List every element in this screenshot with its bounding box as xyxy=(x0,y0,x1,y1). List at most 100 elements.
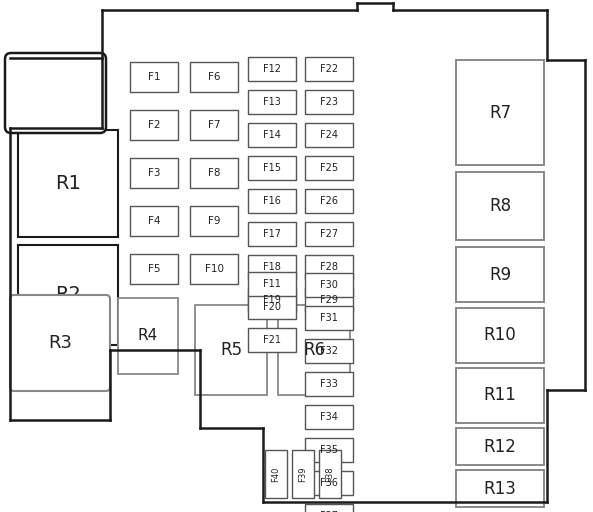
Bar xyxy=(18,245,118,345)
Bar xyxy=(248,272,296,296)
Bar xyxy=(305,222,353,246)
Bar xyxy=(456,172,544,240)
Bar xyxy=(18,130,118,237)
Bar xyxy=(195,305,267,395)
Bar xyxy=(190,110,238,140)
Bar xyxy=(305,57,353,81)
Bar xyxy=(305,156,353,180)
Text: F34: F34 xyxy=(320,412,338,422)
Text: F25: F25 xyxy=(320,163,338,173)
Text: F8: F8 xyxy=(208,168,220,178)
Text: R8: R8 xyxy=(489,197,511,215)
Text: F22: F22 xyxy=(320,64,338,74)
Text: F36: F36 xyxy=(320,478,338,488)
Bar xyxy=(248,255,296,279)
Bar xyxy=(248,222,296,246)
Bar xyxy=(456,60,544,165)
Text: F9: F9 xyxy=(208,216,220,226)
Text: F33: F33 xyxy=(320,379,338,389)
Text: F23: F23 xyxy=(320,97,338,107)
FancyBboxPatch shape xyxy=(5,53,106,133)
Text: F6: F6 xyxy=(208,72,220,82)
Bar xyxy=(248,189,296,213)
Text: R13: R13 xyxy=(483,480,517,498)
Text: F10: F10 xyxy=(205,264,224,274)
Bar xyxy=(305,255,353,279)
Bar xyxy=(456,428,544,465)
Bar xyxy=(130,110,178,140)
Text: F7: F7 xyxy=(208,120,220,130)
Text: F40: F40 xyxy=(272,466,280,482)
Text: F17: F17 xyxy=(263,229,281,239)
Bar xyxy=(278,305,350,395)
Bar xyxy=(456,308,544,363)
Bar xyxy=(305,189,353,213)
Bar xyxy=(305,405,353,429)
Bar xyxy=(305,339,353,363)
Bar xyxy=(305,306,353,330)
Text: F35: F35 xyxy=(320,445,338,455)
Text: R10: R10 xyxy=(484,327,517,345)
Bar xyxy=(305,273,353,297)
Bar xyxy=(248,57,296,81)
Text: R11: R11 xyxy=(483,387,517,404)
Bar xyxy=(305,504,353,512)
Text: F39: F39 xyxy=(298,466,308,482)
Bar xyxy=(130,62,178,92)
Bar xyxy=(305,438,353,462)
Text: R1: R1 xyxy=(55,174,81,193)
Bar xyxy=(248,156,296,180)
Text: F31: F31 xyxy=(320,313,338,323)
Bar xyxy=(248,328,296,352)
Bar xyxy=(190,206,238,236)
Bar xyxy=(248,123,296,147)
Bar xyxy=(456,368,544,423)
Bar xyxy=(265,450,287,498)
Bar xyxy=(248,295,296,319)
Text: F26: F26 xyxy=(320,196,338,206)
Text: F1: F1 xyxy=(148,72,160,82)
Text: R2: R2 xyxy=(55,286,81,305)
Bar xyxy=(248,90,296,114)
Text: F30: F30 xyxy=(320,280,338,290)
Bar xyxy=(190,62,238,92)
Bar xyxy=(305,372,353,396)
FancyBboxPatch shape xyxy=(10,295,110,391)
Bar xyxy=(130,254,178,284)
Bar xyxy=(130,206,178,236)
Text: F2: F2 xyxy=(148,120,160,130)
Bar xyxy=(319,450,341,498)
Bar xyxy=(190,158,238,188)
Text: F16: F16 xyxy=(263,196,281,206)
Text: R7: R7 xyxy=(489,103,511,121)
Text: F20: F20 xyxy=(263,302,281,312)
Text: R9: R9 xyxy=(489,266,511,284)
Text: F4: F4 xyxy=(148,216,160,226)
Text: F12: F12 xyxy=(263,64,281,74)
Text: R6: R6 xyxy=(303,341,325,359)
Text: R12: R12 xyxy=(483,437,517,456)
Bar xyxy=(305,123,353,147)
Text: F32: F32 xyxy=(320,346,338,356)
Bar xyxy=(130,158,178,188)
Text: R5: R5 xyxy=(220,341,242,359)
Text: F5: F5 xyxy=(148,264,160,274)
Text: R4: R4 xyxy=(138,329,158,344)
Bar xyxy=(248,288,296,312)
Bar xyxy=(190,254,238,284)
Bar xyxy=(305,90,353,114)
Text: F14: F14 xyxy=(263,130,281,140)
Text: F18: F18 xyxy=(263,262,281,272)
Text: F29: F29 xyxy=(320,295,338,305)
Text: F13: F13 xyxy=(263,97,281,107)
Bar xyxy=(456,247,544,302)
Text: F19: F19 xyxy=(263,295,281,305)
Text: F11: F11 xyxy=(263,279,281,289)
Text: F38: F38 xyxy=(326,466,334,482)
Bar xyxy=(456,470,544,507)
Text: F3: F3 xyxy=(148,168,160,178)
Text: F28: F28 xyxy=(320,262,338,272)
Bar xyxy=(305,471,353,495)
Text: F15: F15 xyxy=(263,163,281,173)
Text: F24: F24 xyxy=(320,130,338,140)
